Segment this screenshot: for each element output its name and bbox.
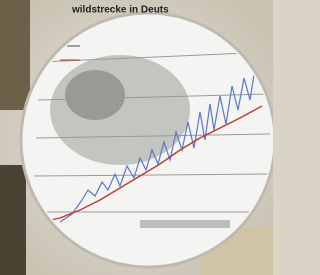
photo-left-bottom bbox=[0, 165, 26, 275]
title-fragment: wildstrecke in Deuts bbox=[71, 5, 169, 16]
footnote-blur bbox=[140, 220, 230, 228]
scene: wildstrecke in Deuts bbox=[0, 0, 273, 275]
photo-left-top bbox=[0, 0, 30, 110]
page: wildstrecke in Deuts (() => { const data… bbox=[0, 0, 273, 275]
boar-head bbox=[65, 70, 125, 120]
